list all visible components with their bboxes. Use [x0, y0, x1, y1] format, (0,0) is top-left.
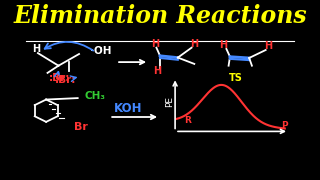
Text: R: R	[184, 116, 191, 125]
Text: Elimination Reactions: Elimination Reactions	[13, 4, 307, 28]
Text: H: H	[264, 41, 272, 51]
Text: PE: PE	[165, 96, 174, 107]
Text: :Br:: :Br:	[49, 73, 70, 83]
Text: P: P	[282, 122, 288, 130]
Text: :Br:: :Br:	[55, 75, 76, 85]
Text: H: H	[32, 44, 40, 54]
Text: KOH: KOH	[114, 102, 143, 114]
Text: Br: Br	[74, 122, 87, 132]
Text: ·: ·	[98, 42, 103, 56]
Text: H: H	[220, 40, 228, 50]
Text: TS: TS	[228, 73, 242, 83]
Text: ·OH: ·OH	[90, 46, 112, 56]
Text: CH₃: CH₃	[84, 91, 106, 101]
Text: H: H	[151, 39, 159, 49]
Text: H: H	[190, 39, 198, 49]
Text: H: H	[153, 66, 161, 76]
